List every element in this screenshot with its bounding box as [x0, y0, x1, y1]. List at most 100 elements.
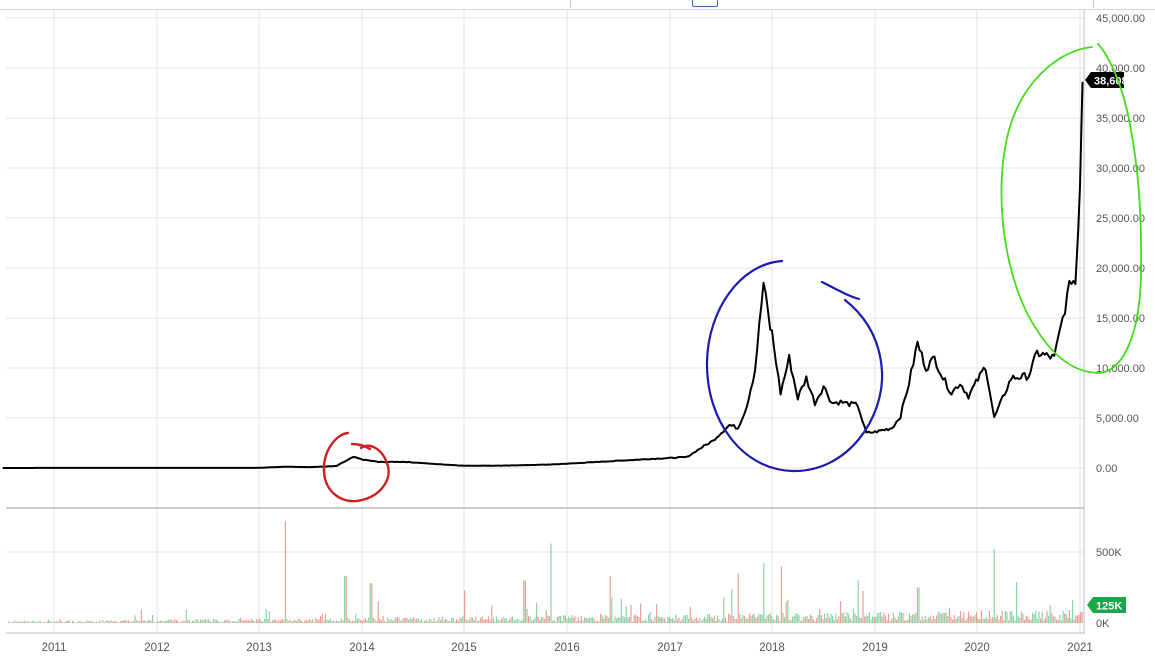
volume-bar: [305, 619, 307, 623]
volume-bar: [116, 622, 118, 623]
volume-bar: [832, 616, 834, 623]
volume-bar: [449, 621, 451, 623]
volume-bar: [408, 620, 410, 623]
volume-bar: [475, 616, 477, 623]
volume-bar: [468, 619, 470, 623]
volume-bar: [742, 614, 744, 623]
volume-bar: [129, 622, 131, 623]
volume-bar: [1024, 620, 1026, 623]
volume-bar: [1030, 619, 1032, 623]
volume-bar: [158, 621, 160, 623]
volume-bar: [977, 618, 979, 623]
time-tick-label: 2017: [657, 642, 683, 654]
volume-bar: [288, 621, 290, 623]
volume-bar: [334, 621, 336, 623]
toolbar-tab-indicator[interactable]: [692, 0, 718, 7]
volume-bar: [780, 566, 782, 623]
volume-bar: [406, 617, 408, 623]
volume-bar: [1076, 615, 1078, 623]
volume-bar: [1008, 620, 1010, 623]
volume-bar: [696, 617, 698, 623]
volume-bar: [678, 617, 680, 623]
volume-bar: [136, 619, 138, 623]
volume-bar: [734, 618, 736, 623]
volume-bar: [804, 616, 806, 623]
volume-bar: [411, 619, 413, 623]
volume-bar: [289, 619, 291, 623]
volume-bar: [620, 598, 622, 623]
volume-bar: [307, 620, 309, 623]
volume-bar: [624, 617, 626, 623]
volume-bar: [203, 620, 205, 623]
volume-bar: [580, 616, 582, 623]
volume-bar: [252, 620, 254, 623]
volume-bar: [827, 613, 829, 623]
volume-bar: [188, 620, 190, 623]
time-tick-label: 2015: [451, 642, 477, 654]
volume-bar: [593, 619, 595, 623]
volume-bar: [35, 622, 37, 623]
volume-bar: [953, 615, 955, 623]
volume-bar: [452, 618, 454, 623]
volume-bar: [817, 615, 819, 623]
volume-bar: [376, 621, 378, 623]
volume-bar: [1033, 614, 1035, 623]
volume-bar: [371, 583, 373, 623]
volume-bar: [747, 618, 749, 623]
volume-bar: [155, 622, 157, 623]
volume-bar: [787, 599, 789, 623]
volume-bar: [100, 622, 102, 623]
volume-bar: [196, 619, 198, 623]
volume-bar: [793, 615, 795, 623]
volume-bar: [836, 619, 838, 623]
volume-bar: [488, 616, 490, 623]
volume-bar: [691, 617, 693, 623]
toolbar-divider: [1093, 0, 1094, 8]
volume-bar: [25, 621, 27, 623]
volume-bar: [934, 618, 936, 623]
volume-bar: [672, 618, 674, 623]
volume-bar: [273, 619, 275, 623]
volume-bar: [318, 619, 320, 623]
volume-bar: [854, 613, 856, 623]
time-tick-label: 2021: [1067, 642, 1093, 654]
volume-bar: [888, 613, 890, 623]
volume-bar: [356, 618, 358, 623]
volume-bar: [83, 622, 85, 623]
volume-bar: [868, 612, 870, 623]
volume-bar: [995, 617, 997, 623]
volume-bar: [126, 620, 128, 623]
volume-bar: [417, 618, 419, 623]
volume-bar: [996, 615, 998, 623]
volume-bar: [352, 620, 354, 623]
volume-bar: [900, 612, 902, 623]
volume-bar: [915, 613, 917, 623]
volume-bar: [1041, 612, 1043, 623]
volume-bar: [451, 617, 453, 623]
time-tick-label: 2020: [964, 642, 990, 654]
volume-bar: [401, 619, 403, 623]
volume-bar: [537, 616, 539, 623]
volume-bar: [276, 621, 278, 623]
volume-bar: [564, 615, 566, 623]
volume-bar: [163, 621, 165, 623]
volume-bar: [224, 620, 226, 623]
volume-bar: [60, 621, 62, 623]
volume-bar: [896, 619, 898, 623]
volume-bar: [596, 620, 598, 623]
volume-bar: [444, 618, 446, 623]
volume-bar: [52, 622, 54, 623]
volume-bar: [731, 588, 733, 623]
volume-bar: [1019, 617, 1021, 623]
volume-bar: [1009, 611, 1011, 623]
volume-bar: [886, 619, 888, 623]
price-tick-label: 35,000.00: [1096, 113, 1145, 125]
volume-bar: [952, 619, 954, 623]
volume-bar: [998, 619, 1000, 623]
volume-bar: [918, 587, 920, 623]
volume-bar: [462, 616, 464, 623]
volume-bar: [379, 618, 381, 623]
volume-bar: [140, 609, 142, 623]
volume-bar: [331, 620, 333, 623]
volume-bar: [848, 614, 850, 623]
